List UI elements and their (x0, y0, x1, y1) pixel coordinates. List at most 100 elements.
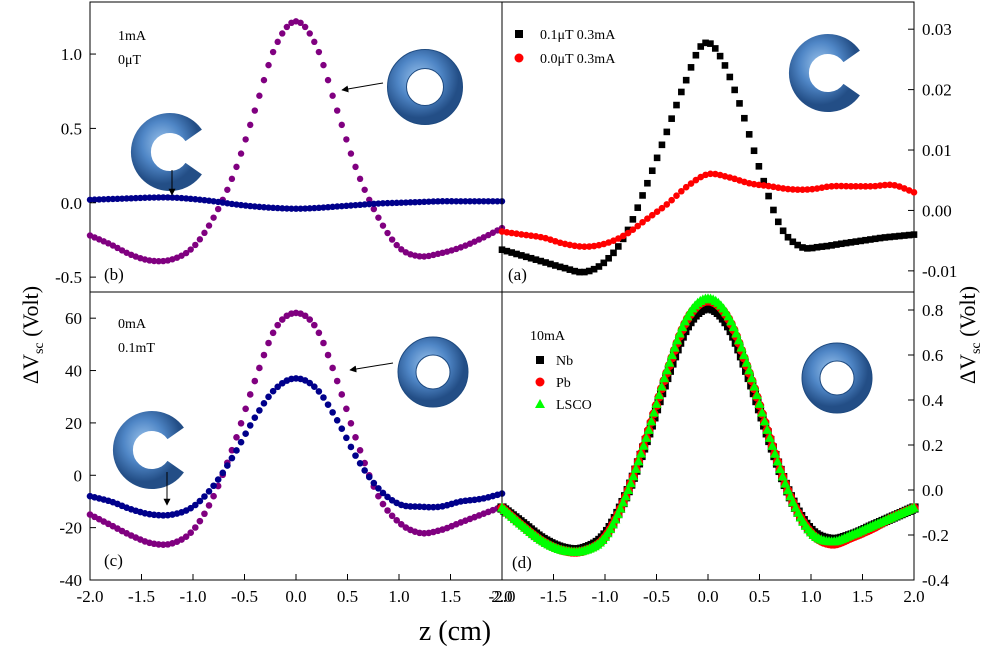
data-point (668, 115, 675, 122)
data-point (666, 349, 678, 360)
data-point (242, 430, 249, 438)
data-point (615, 235, 622, 242)
data-point (329, 92, 336, 99)
data-point (576, 268, 583, 276)
data-point (910, 231, 918, 238)
data-point (269, 387, 277, 395)
data-point (692, 51, 700, 59)
data-point (260, 204, 268, 211)
data-point (804, 186, 811, 193)
data-point (260, 400, 268, 407)
data-point (379, 200, 387, 207)
data-point (847, 182, 855, 190)
data-point (448, 198, 455, 205)
y-tick-label: 0.01 (922, 141, 952, 160)
data-point (585, 243, 593, 250)
data-point (397, 521, 405, 528)
data-point (789, 238, 797, 246)
data-point (155, 194, 162, 201)
panel-a-legend: 0.1μT 0.3mA 0.0μT 0.3mA (514, 28, 616, 67)
data-point (205, 222, 213, 229)
data-point (664, 357, 675, 367)
data-point (398, 199, 405, 206)
data-point (480, 198, 487, 205)
data-point (677, 321, 688, 332)
data-point (269, 48, 277, 56)
data-point (871, 235, 879, 243)
data-point (361, 201, 368, 208)
data-point (610, 249, 617, 257)
data-point (274, 38, 281, 46)
data-point (687, 64, 695, 71)
data-point (537, 257, 545, 265)
data-point (799, 186, 806, 193)
data-point (799, 244, 806, 251)
panel-a-marks (498, 39, 918, 276)
data-point (648, 407, 659, 417)
y-tick-label: 0.2 (922, 436, 943, 455)
data-point (813, 243, 821, 251)
y-tick-label: 40 (65, 362, 82, 381)
data-point (201, 229, 208, 237)
data-point (219, 469, 227, 477)
panel-a-label: (a) (508, 265, 527, 284)
data-point (571, 242, 579, 250)
data-point (503, 247, 511, 255)
data-point (388, 236, 396, 243)
data-point (228, 175, 236, 183)
y-tick-label: 1.0 (61, 45, 82, 64)
data-point (833, 241, 840, 248)
data-point (620, 491, 631, 501)
data-point (634, 222, 642, 230)
data-point (278, 316, 286, 323)
data-point (416, 198, 423, 206)
data-point (828, 242, 835, 249)
data-point (210, 492, 217, 500)
legend-swatch-lsco (535, 399, 545, 408)
data-point (794, 241, 801, 249)
panel-d-marks (496, 293, 920, 557)
data-point (105, 195, 112, 203)
data-point (224, 462, 231, 469)
data-point (635, 448, 647, 458)
data-point (774, 218, 782, 226)
data-point (333, 377, 341, 385)
data-point (891, 233, 898, 240)
data-point (347, 419, 355, 427)
data-point (164, 194, 172, 201)
y-axis-title-left-unit: (Volt) (18, 286, 43, 337)
data-point (324, 203, 332, 211)
data-point (784, 185, 792, 193)
data-point (656, 381, 667, 391)
data-point (886, 181, 894, 189)
data-point (365, 473, 373, 481)
y-tick-label: 0.5 (61, 119, 82, 138)
data-point (146, 194, 153, 201)
legend-swatch-nb (536, 356, 544, 364)
x-tick-label: 2.0 (491, 587, 512, 606)
data-point (639, 192, 646, 199)
data-point (837, 240, 845, 248)
data-point (764, 432, 775, 442)
data-point (610, 514, 621, 524)
data-point (311, 383, 318, 390)
data-point (398, 246, 405, 253)
data-point (128, 195, 135, 202)
data-point (765, 192, 772, 200)
data-point (629, 216, 637, 223)
closed-ring-icon (397, 336, 469, 408)
x-tick-label: -1.5 (540, 587, 567, 606)
data-point (857, 237, 864, 245)
data-point (338, 121, 345, 129)
data-point (352, 433, 359, 441)
x-tick-label: -2.0 (77, 587, 104, 606)
data-point (343, 136, 350, 143)
data-point (757, 407, 768, 417)
split-ring-icon (113, 411, 184, 489)
data-point (741, 357, 752, 367)
data-point (329, 364, 336, 372)
panel-b-marks (86, 18, 506, 265)
data-point (306, 205, 313, 212)
legend-label-0.1uT: 0.1μT 0.3mA (540, 28, 616, 43)
data-point (320, 204, 327, 211)
